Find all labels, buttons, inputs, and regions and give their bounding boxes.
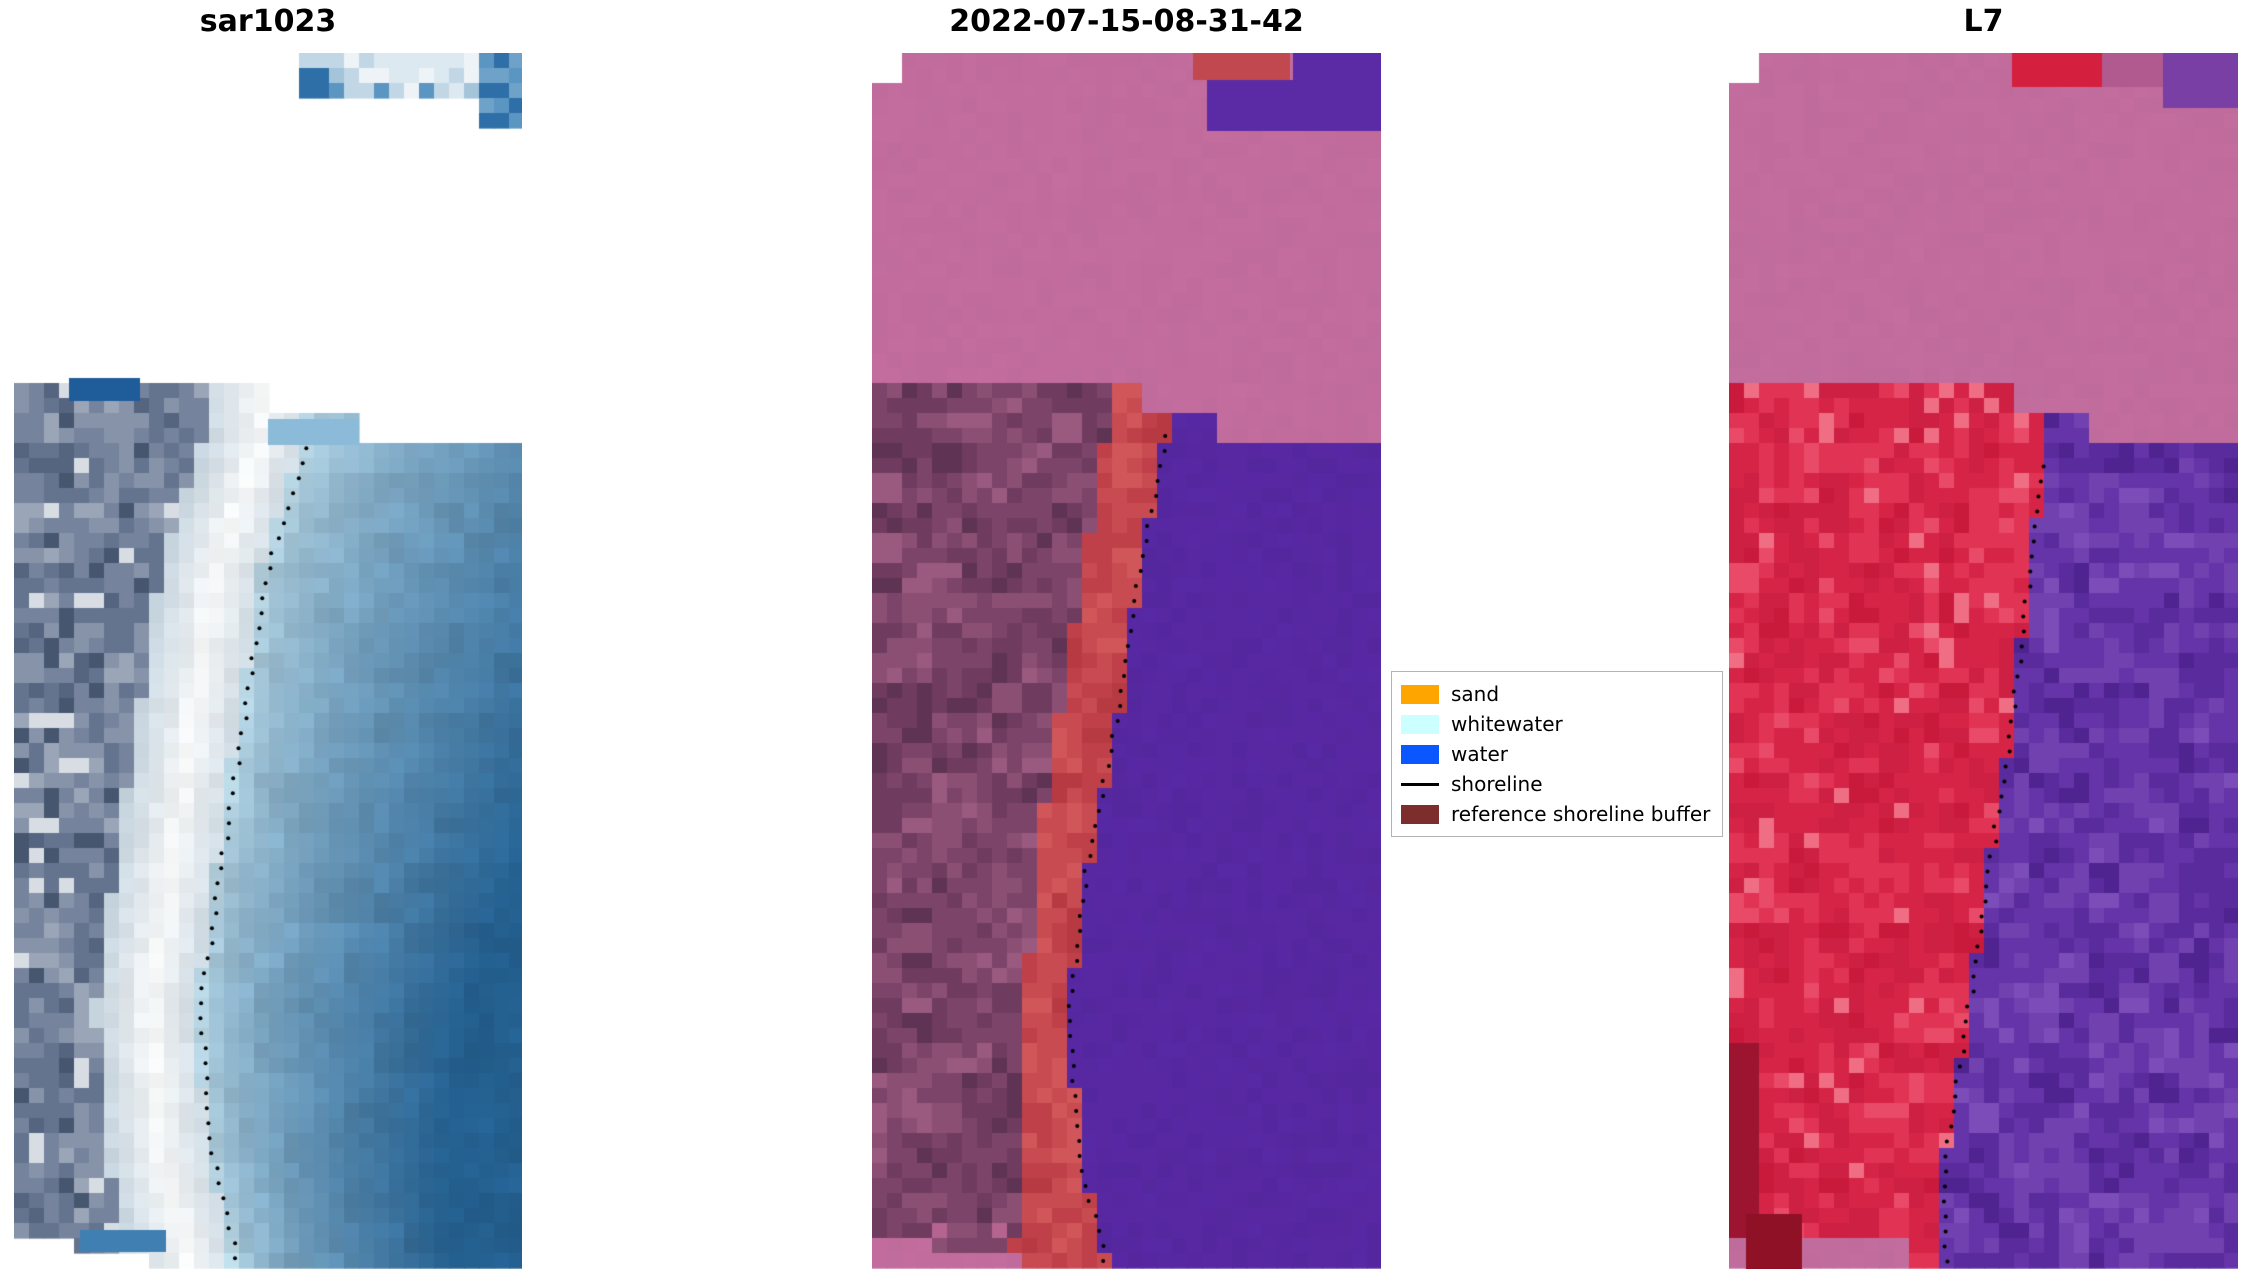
legend-swatch-reference-buffer: [1401, 804, 1439, 824]
legend-label-sand: sand: [1451, 682, 1500, 706]
legend-row-shoreline: shoreline: [1401, 769, 1710, 799]
legend-swatch-water: [1401, 744, 1439, 764]
panel-title-sar: sar1023: [199, 4, 337, 39]
legend: sand whitewater water shoreline referenc…: [1391, 671, 1724, 837]
panel-canvas-cls: [872, 53, 1381, 1269]
legend-swatch-whitewater: [1401, 714, 1439, 734]
legend-label-reference-buffer: reference shoreline buffer: [1451, 802, 1711, 826]
panel-sar: sar1023: [14, 0, 522, 1283]
panel-cls: 2022-07-15-08-31-42: [872, 0, 1381, 1283]
legend-swatch-shoreline: [1401, 782, 1439, 786]
legend-label-water: water: [1451, 742, 1508, 766]
panel-title-l7: L7: [1963, 4, 2004, 39]
panel-l7: L7: [1729, 0, 2238, 1283]
panel-title-cls: 2022-07-15-08-31-42: [949, 4, 1304, 39]
panel-canvas-l7: [1729, 53, 2238, 1269]
legend-row-sand: sand: [1401, 679, 1710, 709]
legend-row-water: water: [1401, 739, 1710, 769]
legend-swatch-sand: [1401, 684, 1439, 704]
legend-row-reference-buffer: reference shoreline buffer: [1401, 799, 1710, 829]
legend-label-shoreline: shoreline: [1451, 772, 1543, 796]
legend-row-whitewater: whitewater: [1401, 709, 1710, 739]
panel-canvas-sar: [14, 53, 522, 1269]
legend-label-whitewater: whitewater: [1451, 712, 1563, 736]
